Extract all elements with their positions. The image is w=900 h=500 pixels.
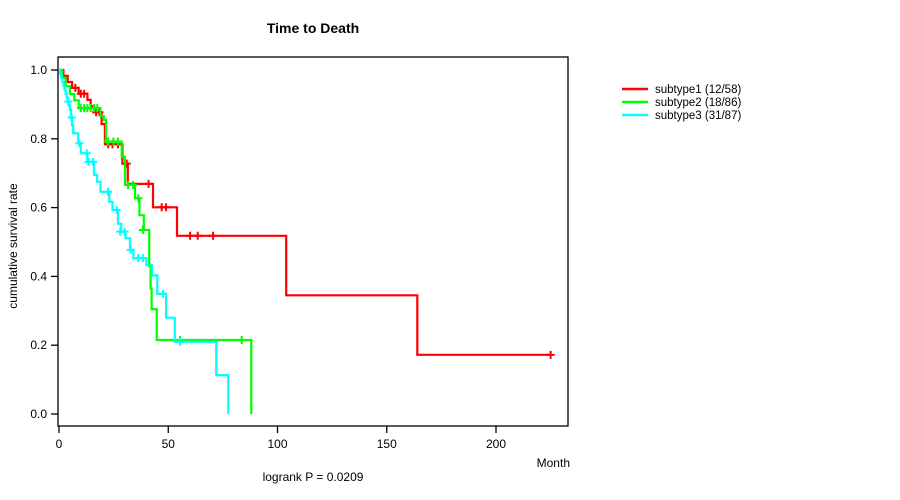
y-tick-label: 0.0 [30,407,47,421]
y-tick-label: 0.8 [30,132,47,146]
censor-mark [237,336,246,345]
x-tick-label: 50 [162,437,176,451]
series-2 [59,68,253,414]
plot-box [57,56,569,427]
censor-mark [75,139,84,148]
censor-mark [103,187,112,196]
y-tick-label: 0.4 [30,269,47,283]
censor-mark [162,203,171,212]
x-axis-label: Month [536,456,570,470]
series-1 [59,68,555,359]
x-tick-label: 200 [486,437,506,451]
censor-mark [71,83,80,92]
y-axis-label: cumulative survival rate [6,183,20,309]
x-tick-label: 100 [267,437,287,451]
chart-title: Time to Death [266,20,360,36]
censor-mark [112,206,121,215]
censor-mark [209,231,218,240]
survival-curve [59,68,551,356]
legend-label: subtype2 (18/86) [655,97,741,109]
y-tick-label: 1.0 [30,63,47,77]
x-tick-label: 0 [56,437,63,451]
censor-mark [138,254,147,263]
survival-curve [59,68,253,414]
legend-label: subtype3 (31/87) [655,110,741,122]
censor-mark [186,231,195,240]
censor-mark [80,89,89,98]
censor-mark [120,227,129,236]
x-tick-label: 150 [377,437,397,451]
series-3 [59,68,230,414]
censor-mark [82,149,91,158]
censor-mark [193,231,202,240]
legend: subtype1 (12/58)subtype2 (18/86)subtype3… [622,84,741,122]
censor-mark [134,194,143,203]
survival-curve [59,68,230,414]
logrank-pvalue-text: logrank P = 0.0209 [262,470,364,484]
censor-mark [176,337,185,346]
y-tick-label: 0.6 [30,201,47,215]
censor-mark [138,225,147,234]
censor-mark [113,137,122,146]
legend-label: subtype1 (12/58) [655,84,741,96]
y-tick-label: 0.2 [30,338,47,352]
censor-mark [129,180,138,189]
censor-mark [67,113,76,122]
censor-mark [159,289,168,298]
censor-mark [93,104,102,113]
censor-mark [126,245,135,254]
censor-mark [144,179,153,188]
censor-mark [64,97,73,106]
censor-mark [89,157,98,166]
censor-mark [546,350,555,359]
